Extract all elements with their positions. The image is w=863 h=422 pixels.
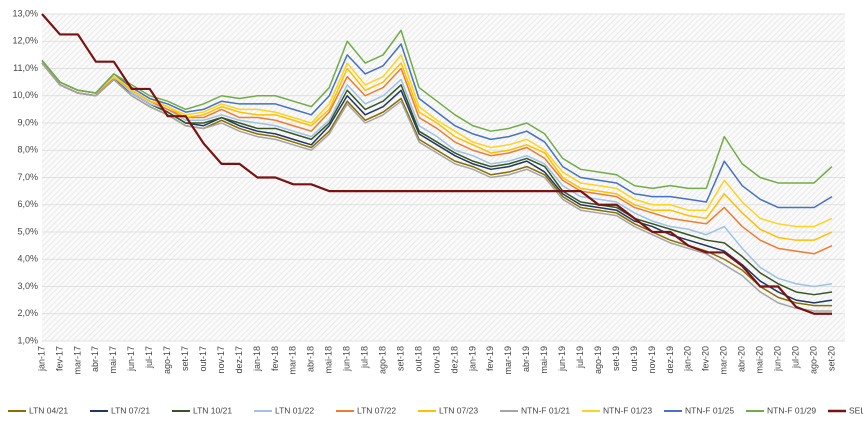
x-tick-label: jan-19	[467, 346, 477, 372]
series-line	[41, 13, 832, 315]
x-tick-label: set-17	[180, 346, 190, 371]
x-tick-label: nov-17	[216, 346, 226, 374]
x-tick-label: mar-19	[503, 346, 513, 375]
series-line	[41, 29, 833, 190]
y-tick-label: 2,0%	[17, 308, 38, 318]
x-tick-label: jun-17	[126, 346, 136, 372]
x-tick-label: mai-18	[324, 346, 334, 374]
x-tick-label: out-19	[629, 346, 639, 372]
x-tick-label: nov-18	[431, 346, 441, 374]
legend-label: LTN 04/21	[29, 405, 68, 415]
x-tick-label: jul-20	[790, 346, 800, 369]
x-tick-label: jul-19	[575, 346, 585, 369]
x-tick-label: dez-18	[449, 346, 459, 374]
x-tick-label: jun-18	[342, 346, 352, 372]
x-tick-label: set-19	[611, 346, 621, 371]
x-tick-label: out-17	[198, 346, 208, 372]
x-tick-label: abr-20	[737, 346, 747, 372]
x-tick-label: jul-18	[360, 346, 370, 369]
legend-label: LTN 10/21	[193, 405, 232, 415]
x-tick-label: fev-17	[54, 346, 64, 371]
legend-label: LTN 07/22	[357, 405, 396, 415]
x-tick-label: abr-18	[306, 346, 316, 372]
x-tick-label: abr-17	[90, 346, 100, 372]
series-line	[41, 54, 833, 228]
x-tick-label: mar-17	[72, 346, 82, 375]
series-line	[41, 62, 832, 312]
x-tick-label: mai-19	[539, 346, 549, 374]
y-tick-label: 1,0%	[17, 335, 38, 345]
y-tick-label: 5,0%	[17, 226, 38, 236]
x-tick-label: ago-20	[808, 346, 818, 374]
x-tick-label: ago-18	[378, 346, 388, 374]
y-tick-label: 7,0%	[17, 172, 38, 182]
y-tick-label: 11,0%	[13, 63, 38, 73]
series-line	[41, 62, 833, 288]
y-tick-label: 8,0%	[17, 145, 38, 155]
y-tick-label: 10,0%	[12, 90, 38, 100]
legend-label: NTN-F 01/25	[685, 405, 734, 415]
x-tick-label: mar-18	[288, 346, 298, 375]
x-tick-label: abr-19	[521, 346, 531, 372]
x-tick-label: jun-19	[557, 346, 567, 372]
legend: LTN 04/21 LTN 07/21 LTN 10/21 LTN 01/22 LTN …	[8, 405, 863, 415]
legend-label: SELIC	[849, 405, 863, 415]
y-tick-label: 3,0%	[17, 281, 38, 291]
x-tick-label: ago-19	[593, 346, 603, 374]
x-tick-label: fev-18	[270, 346, 280, 371]
x-tick-label: ago-17	[162, 346, 172, 374]
series-line	[41, 59, 833, 241]
x-tick-label: jul-17	[144, 346, 154, 369]
x-tick-label: mai-17	[108, 346, 118, 374]
x-tick-label: nov-19	[647, 346, 657, 374]
x-tick-label: jun-20	[773, 346, 783, 372]
y-tick-label: 9,0%	[17, 117, 38, 127]
x-tick-label: jan-20	[683, 346, 693, 372]
x-tick-label: dez-17	[234, 346, 244, 374]
legend-label: NTN-F 01/23	[603, 405, 652, 415]
x-tick-label: out-18	[413, 346, 423, 372]
x-tick-label: jan-17	[36, 346, 46, 372]
series-line	[41, 62, 833, 255]
x-tick-label: jan-18	[252, 346, 262, 372]
series-line	[41, 43, 833, 209]
x-tick-label: fev-20	[701, 346, 711, 371]
x-tick-label: mar-20	[719, 346, 729, 375]
y-tick-label: 12,0%	[12, 36, 38, 46]
x-tick-label: mai-20	[755, 346, 765, 374]
x-tick-label: set-20	[826, 346, 836, 371]
legend-label: LTN 07/23	[439, 405, 478, 415]
legend-label: LTN 01/22	[275, 405, 314, 415]
x-tick-label: fev-19	[485, 346, 495, 371]
x-tick-label: set-18	[395, 346, 405, 371]
legend-label: NTN-F 01/21	[521, 405, 570, 415]
legend-label: LTN 07/21	[111, 405, 150, 415]
y-tick-label: 4,0%	[17, 254, 38, 264]
y-tick-label: 6,0%	[17, 199, 38, 209]
y-tick-label: 13,0%	[12, 8, 38, 18]
legend-label: NTN-F 01/29	[767, 405, 816, 415]
x-tick-label: dez-19	[665, 346, 675, 374]
